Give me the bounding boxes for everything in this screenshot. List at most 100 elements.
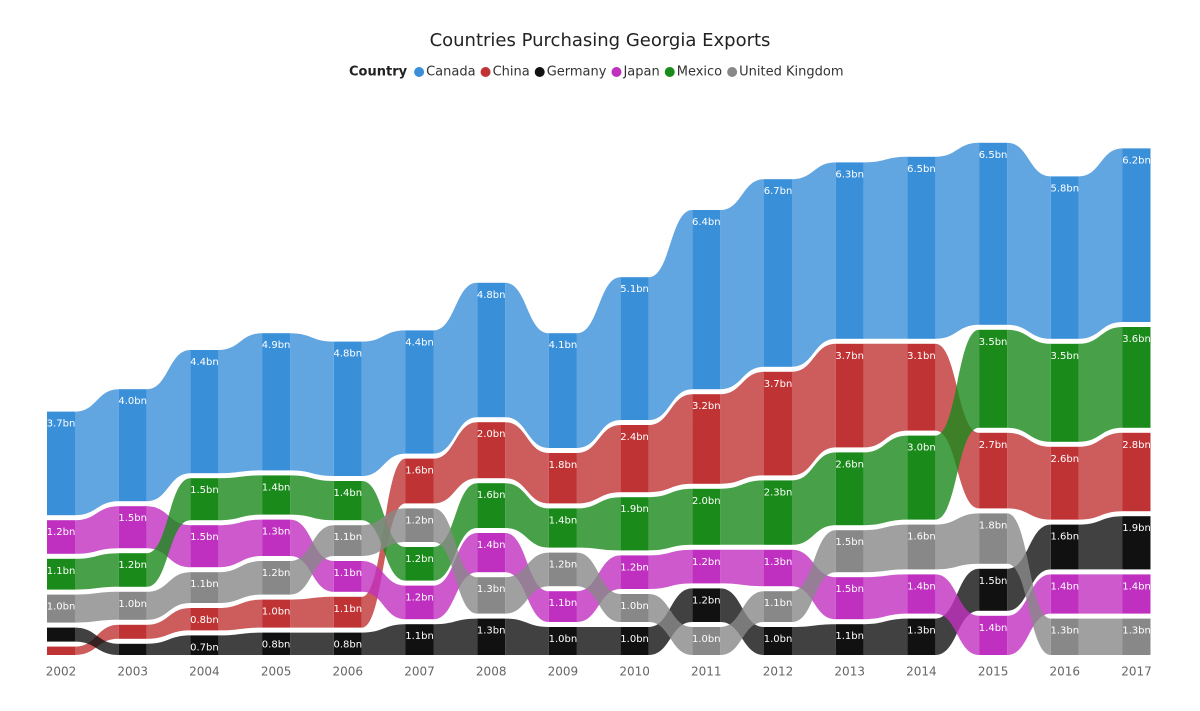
legend-title: Country: [349, 65, 408, 80]
ribbon: [792, 624, 836, 655]
column-segment: [118, 591, 147, 620]
ribbon: [792, 452, 836, 545]
x-tick-label: 2006: [333, 665, 364, 679]
column-segment: [620, 594, 649, 622]
value-label: 1.5bn: [190, 532, 219, 543]
value-label: 1.9bn: [1122, 523, 1151, 534]
column-segment: [907, 524, 936, 570]
value-label: 5.1bn: [620, 284, 649, 295]
value-label: 1.4bn: [1122, 581, 1151, 592]
column-segment: [333, 481, 362, 521]
column-segment: [47, 520, 75, 554]
x-tick-label: 2005: [261, 665, 292, 679]
value-label: 1.3bn: [907, 626, 936, 637]
value-label: 1.3bn: [1122, 626, 1151, 637]
value-label: 6.5bn: [979, 150, 1008, 161]
column-segment: [190, 525, 219, 568]
column-segment: [1050, 176, 1079, 339]
column-segment: [405, 508, 434, 542]
column-segment: [47, 411, 75, 516]
value-label: 1.4bn: [1051, 581, 1080, 592]
column-segment: [764, 480, 792, 545]
ribbon: [863, 343, 908, 448]
x-tick-label: 2013: [834, 665, 865, 679]
value-label: 1.1bn: [405, 631, 434, 642]
column-segment: [548, 627, 577, 655]
ribbon: [146, 478, 191, 587]
ribbon: [720, 591, 764, 655]
column-segment: [835, 343, 864, 448]
value-label: 1.4bn: [549, 515, 578, 526]
column-segment: [333, 596, 362, 628]
legend-marker: [664, 67, 675, 77]
column-segment: [907, 343, 936, 431]
value-label: 1.6bn: [477, 490, 506, 501]
ribbon: [146, 635, 191, 655]
value-label: 3.6bn: [1122, 334, 1151, 345]
ribbon: [1078, 148, 1123, 339]
x-tick-label: 2015: [978, 665, 1009, 679]
value-label: 1.6bn: [405, 466, 434, 477]
ribbon: [361, 624, 406, 655]
column-segment: [835, 530, 864, 573]
ribbon: [146, 572, 191, 620]
ribbon: [75, 627, 119, 655]
column-segment: [620, 555, 649, 589]
ribbon: [1007, 329, 1051, 442]
value-label: 1.1bn: [549, 598, 578, 609]
value-label: 0.8bn: [190, 615, 219, 626]
column-segment: [979, 568, 1008, 611]
column-segment: [979, 615, 1008, 655]
chart-title: Countries Purchasing Georgia Exports: [430, 30, 771, 51]
ribbon: [505, 282, 549, 448]
column-segment: [835, 624, 864, 655]
ribbon: [720, 480, 764, 545]
x-tick-label: 2016: [1050, 665, 1081, 679]
value-label: 1.3bn: [477, 584, 506, 595]
column-segment: [262, 599, 291, 628]
value-label: 1.0bn: [620, 601, 649, 612]
column-segment: [979, 329, 1008, 428]
legend-label: Germany: [547, 65, 607, 80]
column-segment: [907, 156, 936, 339]
column-segment: [620, 627, 649, 655]
value-label: 1.4bn: [262, 482, 291, 493]
column-segment: [333, 561, 362, 592]
value-label: 1.5bn: [835, 584, 864, 595]
value-label: 1.0bn: [764, 634, 793, 645]
column-segment: [47, 646, 75, 655]
column-segment: [118, 389, 147, 502]
ribbon: [433, 508, 478, 614]
ribbon: [290, 596, 334, 628]
value-label: 1.1bn: [334, 604, 363, 615]
value-label: 1.2bn: [405, 593, 434, 604]
column-segment: [333, 341, 362, 476]
ribbon: [290, 525, 334, 595]
ribbons: [75, 142, 1123, 655]
x-tick-label: 2010: [619, 665, 650, 679]
ribbon: [576, 425, 621, 504]
ribbon: [1078, 327, 1123, 442]
legend-marker: [534, 67, 545, 77]
column-segment: [1122, 574, 1151, 614]
legend-label: Japan: [622, 65, 659, 80]
column-segment: [692, 549, 721, 584]
value-label: 3.7bn: [47, 419, 76, 430]
ribbon: [935, 142, 980, 339]
column-segment: [907, 574, 936, 614]
column-segment: [907, 618, 936, 655]
value-label: 4.8bn: [477, 290, 506, 301]
value-label: 6.4bn: [692, 217, 721, 228]
column-segment: [262, 475, 291, 515]
legend-label: Mexico: [677, 65, 722, 80]
column-segment: [1050, 343, 1079, 442]
value-label: 4.4bn: [190, 357, 219, 368]
value-label: 1.4bn: [477, 540, 506, 551]
column-segment: [477, 282, 506, 418]
legend-marker: [480, 67, 491, 77]
value-label: 6.5bn: [907, 164, 936, 175]
value-label: 1.2bn: [692, 595, 721, 606]
legend-marker: [414, 67, 425, 77]
column-segment: [477, 533, 506, 573]
ribbon: [1007, 142, 1051, 339]
